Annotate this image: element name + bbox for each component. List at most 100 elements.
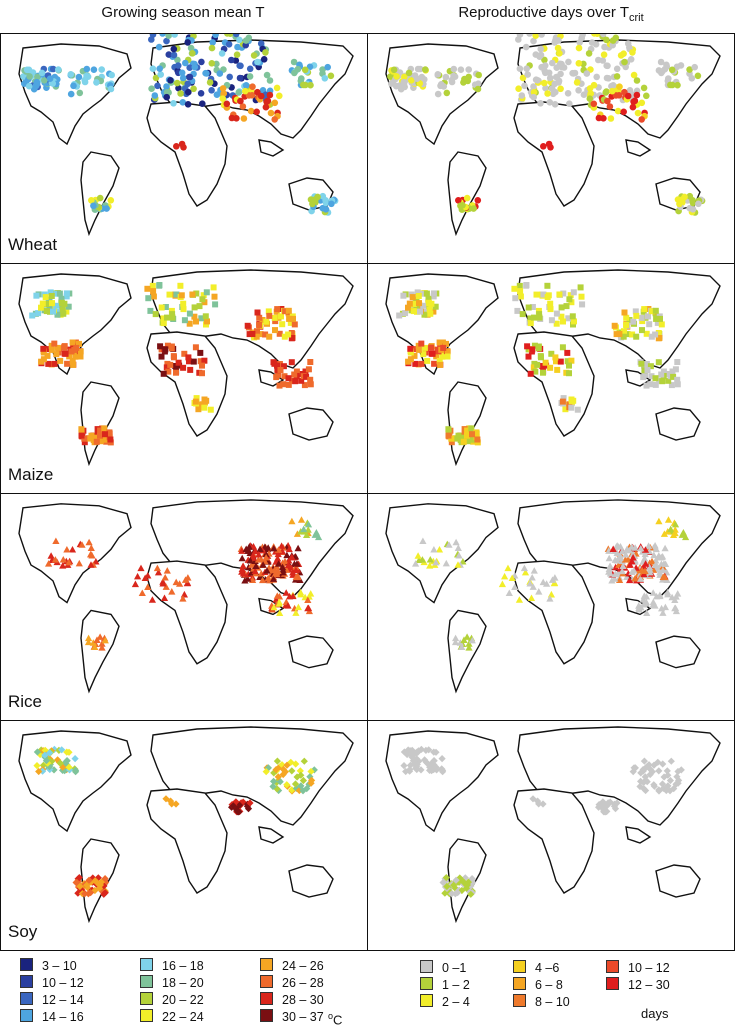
site-marker	[570, 321, 576, 328]
site-marker	[532, 34, 539, 39]
site-marker	[292, 566, 300, 574]
site-marker	[643, 382, 650, 389]
site-marker	[281, 557, 289, 565]
site-marker	[49, 300, 55, 307]
site-marker	[170, 353, 177, 360]
site-marker	[387, 73, 394, 80]
site-marker	[292, 609, 300, 616]
site-marker	[630, 567, 638, 574]
site-marker	[535, 345, 542, 352]
coastline	[385, 43, 499, 146]
site-marker	[234, 43, 241, 51]
site-marker	[455, 197, 462, 204]
site-marker	[605, 547, 613, 554]
degree-symbol: o	[328, 1011, 334, 1021]
legend-item: 16 – 18	[140, 958, 204, 974]
site-marker	[624, 40, 632, 47]
site-marker	[557, 358, 564, 365]
legend-swatch	[140, 975, 153, 988]
site-marker	[410, 308, 417, 315]
legend-label: 10 – 12	[42, 976, 84, 990]
site-marker	[291, 780, 300, 788]
site-marker	[286, 592, 294, 600]
site-marker	[430, 546, 438, 553]
site-marker	[469, 436, 476, 443]
site-marker	[41, 77, 48, 84]
site-marker	[272, 766, 280, 774]
site-marker	[641, 567, 649, 575]
legend-swatch	[260, 958, 273, 971]
site-marker	[292, 760, 300, 768]
site-marker	[450, 65, 458, 73]
site-marker	[187, 44, 195, 52]
site-marker	[203, 289, 210, 296]
site-marker	[617, 52, 625, 59]
site-marker	[634, 109, 642, 117]
site-marker	[432, 303, 439, 310]
site-marker	[686, 66, 693, 73]
site-marker	[177, 282, 184, 289]
site-marker	[299, 776, 307, 785]
site-marker	[654, 758, 662, 766]
coastline	[625, 826, 652, 844]
site-marker	[319, 66, 326, 73]
site-marker	[430, 290, 437, 297]
site-marker	[574, 406, 581, 413]
site-marker	[249, 331, 256, 337]
site-marker	[587, 90, 594, 97]
site-marker	[601, 43, 608, 51]
site-marker	[192, 344, 199, 351]
site-marker	[599, 34, 607, 38]
site-marker	[614, 107, 622, 115]
site-marker	[452, 435, 459, 442]
site-marker	[527, 370, 534, 377]
site-marker	[675, 776, 683, 784]
site-marker	[288, 553, 296, 560]
site-marker	[530, 37, 537, 45]
site-marker	[164, 314, 170, 321]
site-marker	[609, 545, 617, 553]
site-marker	[251, 567, 259, 575]
site-marker	[241, 577, 249, 584]
site-marker	[174, 56, 181, 64]
site-marker	[256, 573, 264, 580]
site-marker	[208, 44, 216, 52]
site-marker	[200, 292, 207, 299]
site-marker	[314, 193, 321, 201]
site-marker	[306, 63, 314, 71]
site-marker	[463, 633, 471, 640]
days-unit: days	[641, 1006, 669, 1021]
site-marker	[147, 307, 154, 314]
legend-item: 12 – 30	[606, 977, 670, 993]
site-marker	[253, 333, 260, 340]
site-marker	[179, 74, 187, 82]
site-marker	[141, 574, 149, 581]
site-marker	[40, 356, 47, 363]
site-marker	[393, 73, 400, 80]
site-marker	[533, 291, 540, 298]
site-marker	[193, 318, 199, 325]
site-marker	[166, 291, 173, 298]
site-marker	[511, 583, 519, 591]
site-marker	[280, 381, 287, 388]
site-marker	[468, 425, 475, 432]
world-map	[385, 269, 721, 467]
site-marker	[300, 525, 308, 533]
site-marker	[20, 73, 27, 80]
site-marker	[464, 438, 471, 445]
site-marker	[175, 359, 182, 366]
site-marker	[253, 108, 260, 116]
site-marker	[578, 293, 585, 300]
site-marker	[695, 200, 702, 208]
site-marker	[98, 66, 105, 73]
site-marker	[674, 767, 682, 776]
site-marker	[302, 81, 309, 89]
site-marker	[414, 289, 421, 296]
site-marker	[206, 79, 214, 86]
world-map	[18, 726, 354, 924]
site-marker	[645, 313, 651, 320]
site-marker	[432, 558, 440, 566]
site-marker	[276, 609, 284, 616]
site-marker	[575, 87, 582, 94]
coastline	[146, 788, 228, 894]
